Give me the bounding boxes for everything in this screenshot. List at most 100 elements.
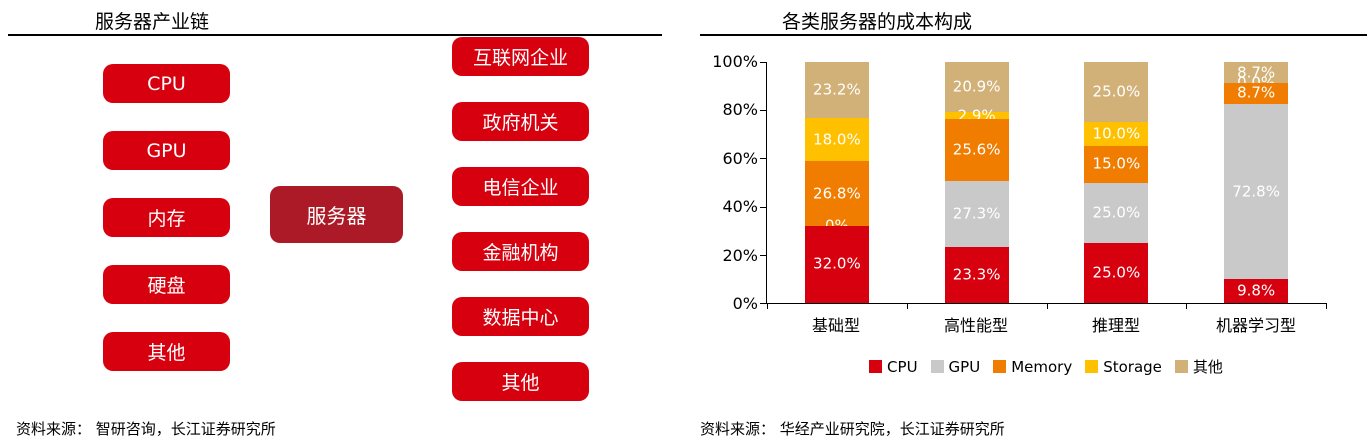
chart-title: 各类服务器的成本构成 (782, 11, 973, 33)
segment-Storage-1: 2.9% (944, 108, 1009, 123)
left-source-note: 资料来源： 智研咨询，长江证券研究所 (16, 420, 276, 438)
y-tick-1 (760, 110, 767, 112)
component-box-4: 其他 (103, 332, 230, 371)
bar-slot-3: 8.7%0.0%8.7%72.8%9.8% (1186, 62, 1326, 303)
right-source-note: 资料来源： 华经产业研究院，长江证券研究所 (700, 420, 1005, 438)
customer-column: 互联网企业政府机关电信企业金融机构数据中心其他 (452, 37, 589, 401)
segment-GPU-1: 27.3% (944, 181, 1009, 247)
y-tick-2 (760, 158, 767, 160)
segment-label: 25.0% (1092, 82, 1141, 101)
customer-box-5: 其他 (452, 362, 589, 401)
legend-swatch-3 (1085, 360, 1099, 373)
y-axis-label-0: 100% (712, 52, 758, 71)
legend-item-3: Storage (1085, 358, 1162, 376)
stacked-bar-2: 25.0% 10.0% 15.0% 25.0% 25.0% (1084, 62, 1149, 303)
legend-swatch-0 (869, 360, 883, 373)
y-tick-3 (760, 206, 767, 208)
bar-slot-0: 23.2%18.0%26.8%0%32.0% (767, 62, 907, 303)
segment-Memory-3: 8.7% (1224, 83, 1289, 104)
segment-其他-2: 25.0% (1084, 62, 1149, 123)
legend-label-3: Storage (1103, 357, 1162, 376)
segment-CPU-1: 23.3% (944, 246, 1009, 303)
y-axis-label-3: 40% (722, 197, 758, 217)
x-tick-4 (1326, 303, 1327, 309)
plot-area: 23.2%18.0%26.8%0%32.0%20.9%2.9%25.6%27.3… (760, 62, 1327, 309)
segment-label: 25.6% (952, 140, 1001, 159)
legend-item-1: GPU (930, 357, 981, 376)
y-axis-label-2: 60% (722, 148, 758, 168)
segment-Storage-2: 10.0% (1084, 122, 1149, 147)
segment-CPU-0: 32.0% (804, 225, 869, 303)
segment-label: 72.8% (1232, 182, 1280, 201)
segment-label: 18.0% (813, 130, 861, 149)
x-axis-labels: 基础型 高性能型 推理型 机器学习型 (766, 312, 1326, 336)
bar-slot-2: 25.0% 10.0% 15.0% 25.0% 25.0% (1047, 62, 1187, 303)
segment-label: 10.0% (1092, 124, 1141, 143)
legend-label-2: Memory (1011, 357, 1073, 376)
segment-其他-1: 20.9% (944, 62, 1009, 113)
segment-其他-3: 8.7% (1224, 62, 1289, 83)
customer-box-3: 金融机构 (452, 232, 589, 271)
component-box-3: 硬盘 (103, 265, 230, 304)
x-tick-1 (906, 303, 908, 309)
legend-label-4: 其他 (1192, 358, 1223, 376)
x-axis-label-3: 机器学习型 (1215, 316, 1296, 335)
segment-label: 25.0% (1092, 203, 1141, 222)
segment-GPU-2: 25.0% (1084, 182, 1149, 243)
customer-box-4: 数据中心 (452, 297, 589, 336)
legend-swatch-1 (930, 360, 944, 373)
x-axis-label-2: 推理型 (1091, 316, 1140, 335)
y-tick-5 (760, 303, 767, 304)
segment-label: 25.0% (1092, 263, 1141, 282)
segment-GPU-3: 72.8% (1224, 103, 1289, 280)
segment-Memory-1: 25.6% (944, 119, 1009, 182)
x-tick-0 (767, 303, 768, 309)
server-node: 服务器 (270, 186, 403, 243)
x-tick-3 (1186, 303, 1188, 309)
y-axis-labels: 100% 80% 60% 40% 20% 0% (690, 53, 758, 313)
segment-label: 8.7% (1237, 63, 1276, 82)
y-axis-label-5: 0% (732, 294, 758, 313)
component-box-0: CPU (103, 64, 230, 103)
segment-label: 2.9% (957, 106, 996, 125)
component-box-2: 内存 (103, 198, 230, 237)
segment-CPU-3: 9.8% (1224, 279, 1289, 303)
segment-label: 23.2% (813, 80, 861, 99)
left-panel-title: 服务器产业链 (95, 11, 210, 33)
customer-box-0: 互联网企业 (452, 37, 589, 76)
segment-label: 32.0% (813, 254, 861, 273)
x-tick-2 (1046, 303, 1048, 309)
x-axis-label-1: 高性能型 (943, 316, 1008, 335)
stacked-bar-1: 20.9% 2.9% 25.6% 27.3% 23.3% (944, 62, 1009, 303)
segment-label: 23.3% (952, 265, 1001, 284)
segment-label: 20.9% (952, 77, 1001, 96)
right-panel: 各类服务器的成本构成 100% 80% 60% 40% 20% 0% 23.2% 18.0%… (690, 0, 1370, 445)
segment-label: 27.3% (952, 204, 1001, 223)
segment-其他-0: 23.2% (804, 62, 869, 118)
y-tick-0 (760, 62, 767, 63)
legend-label-1: GPU (948, 357, 981, 376)
legend-item-4: 其他 (1174, 356, 1223, 377)
customer-box-1: 政府机关 (452, 102, 589, 141)
segment-CPU-2: 25.0% (1084, 242, 1149, 303)
legend-label-0: CPU (887, 357, 918, 376)
segment-Memory-0: 26.8% (804, 161, 869, 226)
stacked-bar-3: 8.7%0.0%8.7%72.8%9.8% (1224, 62, 1289, 303)
component-column: CPU GPU 内存 硬盘 其他 (103, 64, 230, 371)
left-panel: 服务器产业链 CPU GPU 内存 硬盘 其他 服务器 互联网企业 政府机关 电信企业 金融机… (0, 0, 672, 445)
segment-label: 15.0% (1092, 154, 1141, 173)
legend-swatch-4 (1174, 360, 1188, 373)
legend-swatch-2 (993, 360, 1007, 373)
stacked-bar-0: 23.2%18.0%26.8%0%32.0% (804, 62, 869, 303)
customer-box-2: 电信企业 (452, 167, 589, 206)
legend-item-2: Memory (993, 358, 1072, 376)
x-axis-label-0: 基础型 (811, 316, 860, 335)
legend: CPU GPU Memory Storage 其他 (766, 356, 1326, 377)
right-title-rule (700, 34, 1367, 36)
bar-slot-1: 20.9% 2.9% 25.6% 27.3% 23.3% (907, 62, 1047, 303)
y-axis-label-4: 20% (722, 245, 758, 265)
segment-label: 9.8% (1237, 281, 1276, 300)
y-axis-label-1: 80% (722, 100, 758, 120)
legend-item-0: CPU (869, 358, 918, 376)
y-tick-4 (760, 254, 767, 256)
